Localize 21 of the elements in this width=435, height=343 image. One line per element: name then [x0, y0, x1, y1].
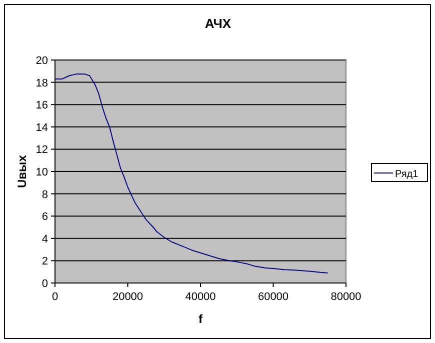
x-tick-label: 60000	[258, 291, 289, 303]
x-axis-title: f	[198, 312, 204, 326]
line-series	[54, 73, 328, 274]
y-tick-label: 12	[36, 144, 48, 156]
x-tick-label: 20000	[112, 291, 144, 303]
legend-label: Ряд1	[395, 169, 419, 180]
x-tick-label: 80000	[330, 291, 362, 303]
y-tick-label: 2	[42, 256, 48, 268]
y-tick-label: 4	[42, 233, 48, 246]
y-tick-label: 18	[36, 77, 48, 90]
y-tick-label: 10	[36, 166, 48, 178]
y-tick-label: 0	[42, 278, 48, 290]
y-tick-label: 16	[36, 100, 48, 112]
x-tick-label: 0	[52, 291, 58, 303]
y-tick-label: 14	[36, 122, 48, 134]
y-tick-label: 20	[36, 55, 48, 67]
x-tick-label: 40000	[185, 291, 216, 303]
y-tick-label: 6	[42, 211, 48, 224]
chart-title: АЧХ	[204, 16, 232, 31]
y-tick-label: 8	[42, 188, 48, 201]
y-axis-title: Uвых	[15, 154, 29, 188]
